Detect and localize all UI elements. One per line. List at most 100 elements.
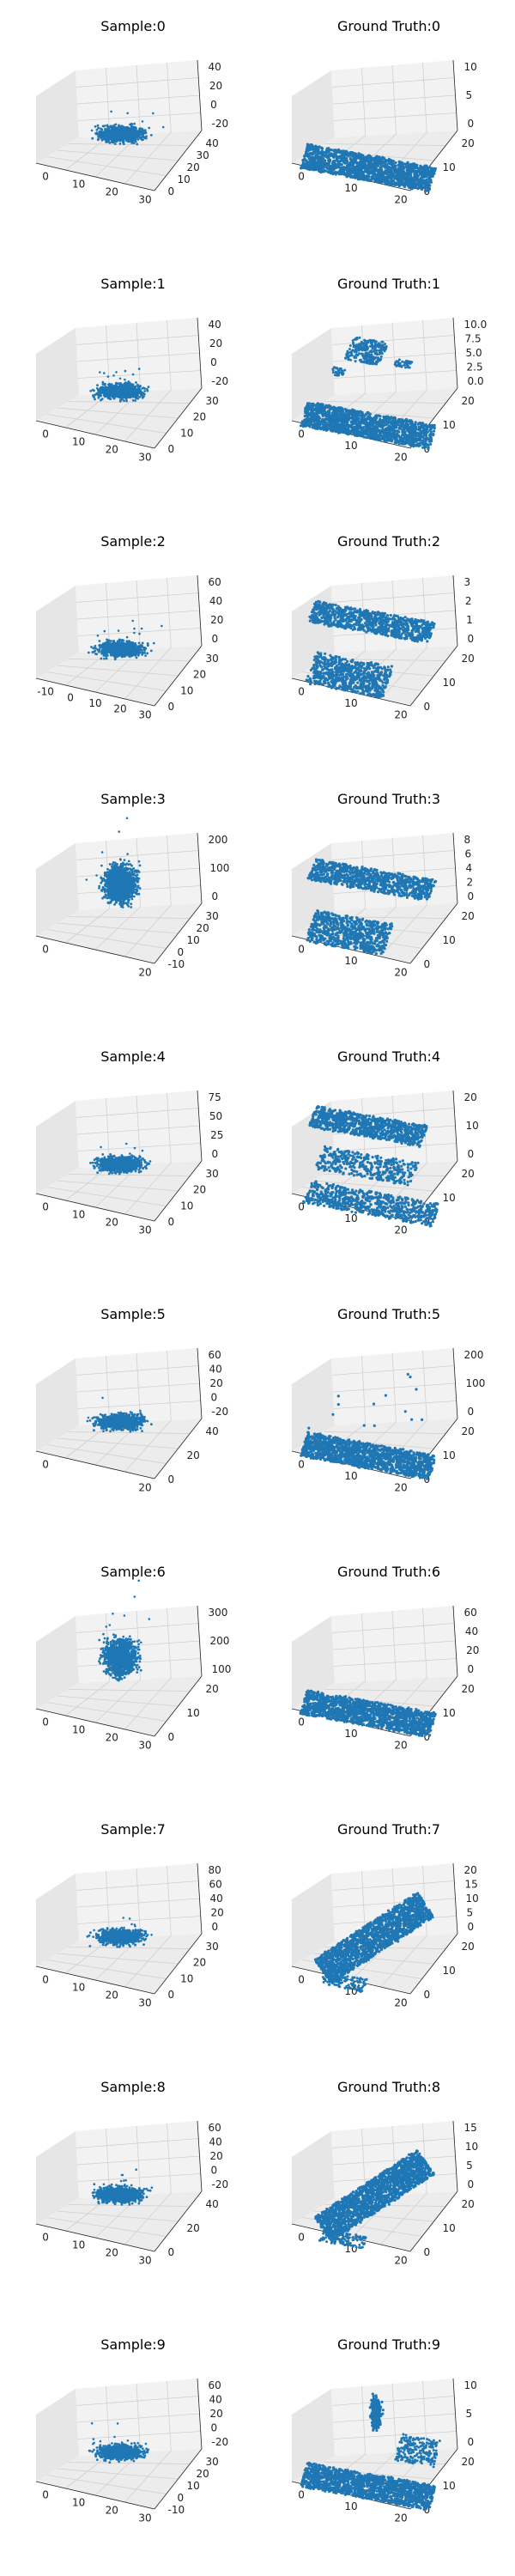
data-point bbox=[108, 131, 112, 135]
data-point bbox=[349, 425, 354, 429]
x-tick-label: 0 bbox=[298, 428, 305, 440]
data-point bbox=[360, 411, 363, 415]
data-point bbox=[99, 371, 101, 374]
data-point bbox=[137, 386, 141, 390]
data-point bbox=[400, 438, 403, 441]
data-point bbox=[113, 397, 116, 400]
data-point bbox=[392, 174, 396, 179]
y-tick-label: 0 bbox=[168, 185, 175, 197]
data-point bbox=[403, 174, 407, 178]
data-point bbox=[375, 416, 379, 419]
data-point bbox=[142, 395, 145, 398]
data-point bbox=[133, 122, 136, 125]
data-point bbox=[143, 137, 147, 140]
data-point bbox=[362, 435, 366, 439]
data-point bbox=[349, 170, 353, 173]
data-point bbox=[322, 426, 325, 429]
data-point bbox=[102, 131, 105, 134]
data-point bbox=[432, 171, 436, 174]
y-tick-label: 30 bbox=[206, 395, 219, 407]
data-point bbox=[312, 424, 315, 428]
data-point bbox=[408, 425, 412, 428]
data-point bbox=[397, 163, 401, 167]
data-point bbox=[379, 174, 382, 178]
data-point bbox=[308, 417, 312, 421]
data-point bbox=[400, 442, 403, 446]
data-point bbox=[318, 407, 323, 410]
data-point bbox=[324, 169, 327, 173]
data-point bbox=[364, 419, 368, 422]
data-point bbox=[372, 428, 375, 431]
x-tick-label: 30 bbox=[138, 451, 151, 463]
data-point bbox=[105, 133, 108, 137]
data-point bbox=[300, 164, 303, 167]
data-point bbox=[418, 184, 421, 187]
data-point bbox=[420, 426, 423, 429]
data-point bbox=[104, 386, 107, 389]
data-point bbox=[392, 183, 396, 186]
data-point bbox=[103, 383, 106, 386]
data-point bbox=[123, 393, 126, 397]
data-point bbox=[383, 433, 386, 436]
y-tick-label: 30 bbox=[197, 149, 209, 161]
y-tick-label: 20 bbox=[462, 137, 475, 149]
data-point bbox=[126, 112, 129, 115]
data-point bbox=[401, 161, 404, 165]
x-tick-label: 20 bbox=[106, 443, 118, 455]
data-point bbox=[115, 133, 118, 137]
data-point bbox=[316, 427, 319, 430]
z-tick-label: 40 bbox=[209, 319, 221, 331]
data-point bbox=[343, 421, 347, 424]
data-point bbox=[96, 124, 100, 127]
data-point bbox=[127, 134, 130, 137]
data-point bbox=[130, 385, 133, 388]
data-point bbox=[425, 428, 428, 431]
data-point bbox=[124, 129, 127, 132]
data-point bbox=[423, 169, 427, 173]
data-point bbox=[378, 170, 381, 173]
data-point bbox=[352, 417, 355, 422]
data-point bbox=[307, 143, 311, 147]
data-point bbox=[314, 422, 318, 426]
data-point bbox=[383, 161, 386, 165]
data-point bbox=[135, 388, 138, 392]
data-point bbox=[424, 440, 427, 443]
z-tick-label: 20 bbox=[209, 80, 222, 92]
data-point bbox=[432, 434, 435, 437]
data-point bbox=[130, 123, 134, 125]
data-point bbox=[342, 416, 346, 419]
data-point bbox=[360, 156, 364, 160]
data-point bbox=[101, 380, 105, 384]
data-point bbox=[417, 432, 421, 435]
data-point bbox=[315, 149, 318, 153]
data-point bbox=[388, 175, 391, 179]
subplot-title: Ground Truth:0 bbox=[337, 18, 440, 34]
data-point bbox=[122, 143, 125, 146]
data-point bbox=[347, 170, 350, 173]
data-point bbox=[357, 152, 360, 155]
data-point bbox=[118, 143, 122, 145]
data-point bbox=[433, 423, 436, 427]
data-point bbox=[345, 173, 348, 177]
data-point bbox=[304, 409, 307, 412]
data-point bbox=[403, 431, 406, 435]
y-tick-label: 10 bbox=[178, 173, 191, 185]
data-point bbox=[429, 442, 433, 446]
data-point bbox=[131, 373, 135, 376]
z-tick-label: 40 bbox=[209, 61, 221, 73]
data-point bbox=[346, 419, 349, 423]
data-point bbox=[132, 389, 136, 392]
data-point bbox=[124, 127, 127, 130]
data-point bbox=[381, 422, 385, 425]
data-point bbox=[301, 158, 305, 162]
data-point bbox=[136, 395, 138, 398]
data-point bbox=[317, 155, 320, 159]
data-point bbox=[112, 390, 116, 393]
data-point bbox=[99, 132, 102, 136]
data-point bbox=[374, 436, 379, 440]
data-point bbox=[306, 164, 310, 167]
data-point bbox=[335, 166, 338, 169]
z-tick-label: 10 bbox=[464, 61, 477, 73]
data-point bbox=[350, 411, 354, 415]
data-point bbox=[409, 419, 413, 422]
